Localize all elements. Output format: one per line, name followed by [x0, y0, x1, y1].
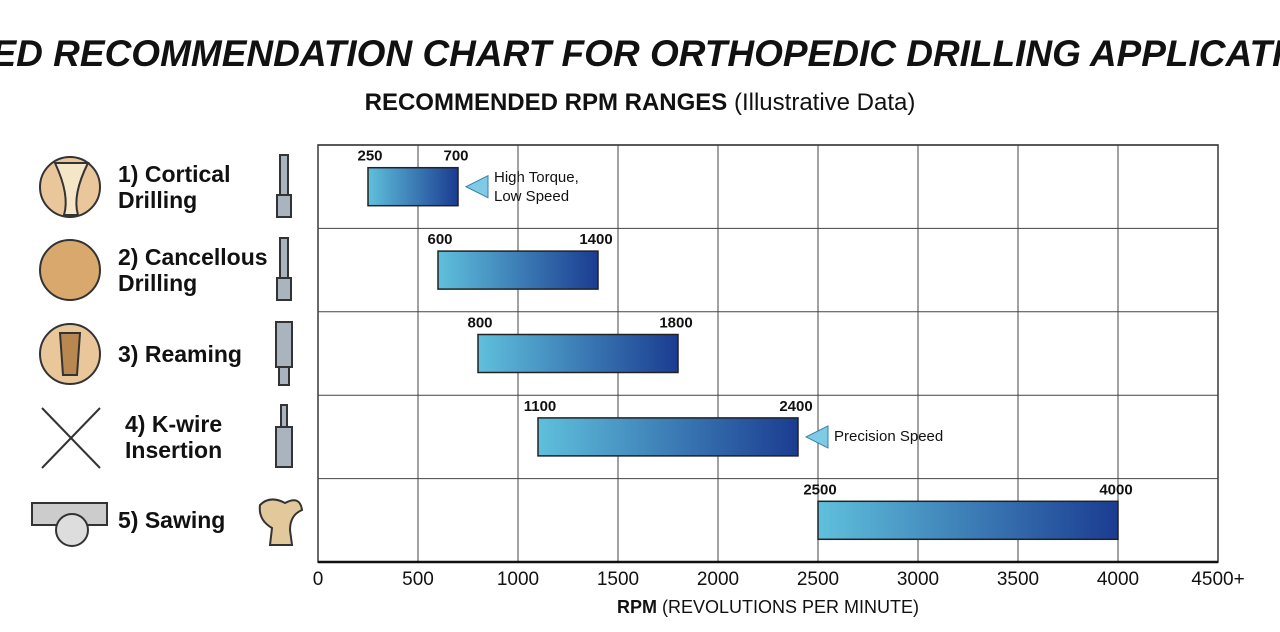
x-axis-title-note: (REVOLUTIONS PER MINUTE)	[662, 597, 919, 617]
value-label: 2400	[779, 398, 812, 415]
drill-icon	[275, 426, 293, 468]
category-label: 4) K-wire Insertion	[125, 410, 223, 463]
drill-icon	[280, 404, 288, 428]
drill-icons	[275, 154, 293, 468]
x-tick-label: 4000	[1097, 569, 1139, 590]
value-label: 1800	[659, 314, 692, 331]
subtitle-main: RECOMMENDED RPM RANGES	[365, 89, 728, 116]
chart-title: SPEED RECOMMENDATION CHART FOR ORTHOPEDI…	[0, 33, 1280, 74]
bone-icon	[53, 162, 90, 216]
x-tick-label: 1000	[497, 569, 539, 590]
value-label: 1100	[524, 398, 557, 415]
category-label: 5) Sawing	[118, 507, 226, 534]
drill-icon	[279, 237, 289, 279]
range-bar	[477, 333, 679, 374]
value-label: 250	[357, 148, 382, 165]
annotation-pointer	[464, 174, 489, 199]
drill-icon	[275, 321, 293, 368]
femur-icon	[258, 498, 304, 546]
value-label: 800	[467, 314, 492, 331]
category-label: 2) Cancellous Drilling	[118, 244, 268, 297]
x-tick-label: 4500+	[1191, 569, 1244, 590]
saw-icon	[55, 513, 89, 547]
x-tick-label: 2500	[797, 569, 839, 590]
category-label: 1) Cortical Drilling	[118, 160, 231, 213]
range-bar	[537, 417, 799, 457]
range-bar	[817, 500, 1119, 541]
x-tick-label: 2000	[697, 569, 739, 590]
value-label: 700	[443, 148, 468, 165]
x-tick-label: 3500	[997, 569, 1039, 590]
value-label: 600	[427, 231, 452, 248]
drill-icon	[279, 154, 289, 196]
value-label: 2500	[803, 481, 836, 498]
x-axis-title-main: RPM	[617, 597, 657, 617]
kwire-icon	[41, 407, 101, 469]
x-axis-title: RPM (REVOLUTIONS PER MINUTE)	[617, 597, 919, 617]
annotation-pointer	[804, 425, 829, 449]
x-tick-label: 500	[402, 569, 434, 590]
plot-area	[317, 144, 1219, 563]
annotation: Precision Speed	[834, 427, 944, 445]
range-bar	[367, 166, 459, 207]
value-label: 4000	[1099, 481, 1132, 498]
annotation: High Torque, Low Speed	[494, 168, 579, 205]
value-label: 1400	[579, 231, 612, 248]
reaming-icon	[58, 332, 82, 376]
x-tick-label: 1500	[597, 569, 639, 590]
cancellous-icon	[39, 239, 101, 301]
drill-icon	[278, 366, 290, 386]
drill-icon	[276, 277, 292, 301]
x-tick-label: 0	[313, 569, 324, 590]
icons	[31, 154, 304, 547]
chart-subtitle: RECOMMENDED RPM RANGES (Illustrative Dat…	[365, 89, 916, 116]
range-bar	[437, 250, 599, 290]
subtitle-note: (Illustrative Data)	[734, 89, 915, 116]
category-label: 3) Reaming	[118, 340, 242, 367]
x-tick-label: 3000	[897, 569, 939, 590]
drill-icon	[276, 194, 292, 218]
